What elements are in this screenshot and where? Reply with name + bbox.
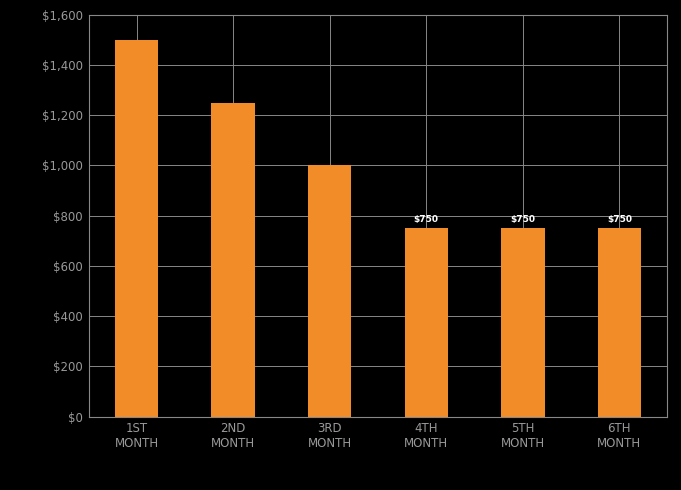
Bar <box>598 228 641 416</box>
Text: $750: $750 <box>607 215 632 223</box>
Bar <box>308 165 351 416</box>
Text: $750: $750 <box>414 215 439 223</box>
Bar <box>211 102 255 416</box>
Text: $750: $750 <box>510 215 535 223</box>
Bar <box>501 228 545 416</box>
Bar <box>405 228 448 416</box>
Bar <box>115 40 158 416</box>
